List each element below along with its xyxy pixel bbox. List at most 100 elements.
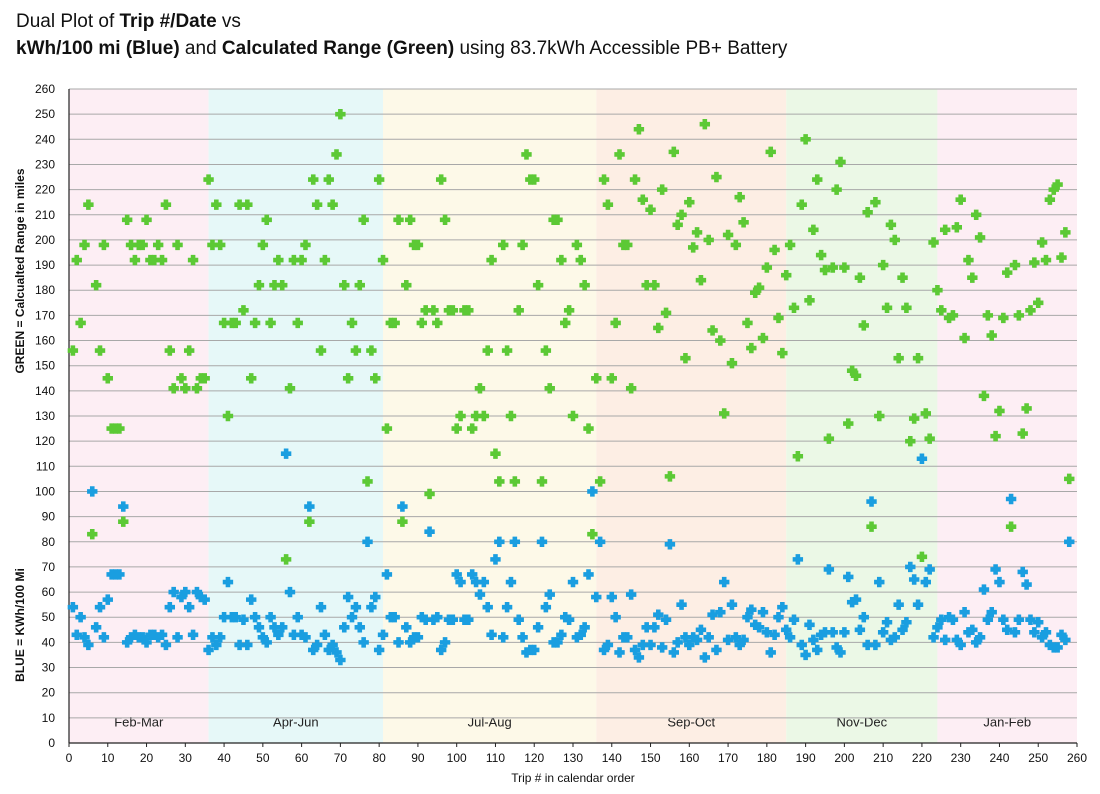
green-point <box>277 280 288 291</box>
green-point <box>300 239 311 251</box>
blue-point <box>211 639 222 651</box>
green-point <box>90 280 102 291</box>
green-point <box>470 410 482 422</box>
green-point <box>1060 227 1071 238</box>
green-point <box>939 224 951 236</box>
green-point <box>943 312 955 324</box>
green-point <box>560 317 571 329</box>
green-point <box>936 305 947 316</box>
blue-point <box>594 536 606 547</box>
green-point <box>67 345 79 356</box>
y-tick-label: 140 <box>35 384 55 398</box>
green-point <box>870 196 881 208</box>
green-point <box>594 476 606 487</box>
blue-point <box>804 619 815 630</box>
green-point <box>815 249 827 261</box>
y-tick-label: 200 <box>35 233 55 247</box>
green-point <box>765 146 776 158</box>
blue-point <box>680 632 691 643</box>
title-line-2: kWh/100 mi (Blue) and Calculated Range (… <box>16 35 787 62</box>
blue-point <box>261 637 272 648</box>
x-tick-label: 230 <box>951 751 971 765</box>
y-tick-label: 100 <box>35 484 55 498</box>
green-point <box>901 302 912 314</box>
green-point <box>323 174 334 185</box>
blue-point <box>467 569 478 580</box>
green-point <box>986 330 997 341</box>
blue-point <box>160 639 172 651</box>
blue-point <box>703 632 714 643</box>
blue-point <box>862 639 873 651</box>
blue-point <box>1021 579 1032 590</box>
blue-point <box>280 448 292 459</box>
blue-point <box>544 589 555 600</box>
green-point <box>788 302 800 314</box>
blue-point <box>319 629 331 641</box>
blue-point <box>986 607 997 618</box>
blue-point <box>125 632 137 643</box>
blue-point <box>350 601 362 613</box>
blue-point <box>509 536 521 547</box>
blue-point <box>284 586 296 598</box>
green-point <box>455 410 466 422</box>
green-point <box>1036 237 1048 248</box>
green-point <box>819 264 831 276</box>
x-tick-label: 130 <box>563 751 583 765</box>
blue-point <box>773 612 784 623</box>
green-point <box>152 239 164 251</box>
green-point <box>397 516 408 527</box>
blue-point <box>656 642 668 653</box>
green-point <box>916 551 928 563</box>
green-point <box>389 317 400 329</box>
blue-point <box>823 564 835 575</box>
blue-point <box>641 622 652 633</box>
green-point <box>680 352 691 364</box>
green-point <box>982 310 994 321</box>
green-point <box>211 199 222 210</box>
green-point <box>242 199 253 210</box>
green-point <box>552 214 563 225</box>
blue-point <box>924 564 935 575</box>
blue-point <box>513 614 524 625</box>
blue-point <box>889 632 900 643</box>
blue-point <box>625 589 637 600</box>
green-point <box>920 408 931 419</box>
blue-point <box>881 617 893 628</box>
green-point <box>393 214 404 225</box>
blue-point <box>932 622 943 633</box>
y-tick-label: 60 <box>42 585 56 599</box>
x-tick-label: 260 <box>1067 751 1087 765</box>
green-point <box>897 272 908 283</box>
green-point <box>583 423 594 434</box>
green-point <box>951 222 963 233</box>
blue-point <box>846 596 858 608</box>
green-point <box>730 239 742 251</box>
blue-point <box>719 576 730 588</box>
green-point <box>342 373 354 384</box>
green-point <box>246 373 257 384</box>
x-tick-label: 210 <box>873 751 893 765</box>
green-point <box>79 239 90 251</box>
blue-point <box>183 601 195 613</box>
blue-point <box>203 644 214 656</box>
green-point <box>656 184 668 195</box>
title-part-bold: Calculated Range (Green) <box>221 38 455 59</box>
green-point <box>346 317 358 329</box>
blue-point <box>827 627 838 638</box>
blue-point <box>432 612 443 623</box>
y-tick-label: 180 <box>35 283 55 297</box>
green-point <box>885 219 897 231</box>
green-point <box>141 214 152 225</box>
green-point <box>222 410 234 422</box>
y-tick-label: 50 <box>42 610 56 624</box>
y-tick-label: 230 <box>35 157 55 171</box>
green-point <box>947 310 959 321</box>
green-point <box>575 254 586 266</box>
y-tick-label: 210 <box>35 208 55 222</box>
green-point <box>711 171 722 183</box>
blue-point <box>129 629 141 641</box>
blue-point <box>645 639 656 651</box>
blue-point <box>249 612 261 623</box>
title-line-1: Dual Plot of Trip #/Date vs <box>16 8 787 35</box>
green-point <box>517 239 528 251</box>
